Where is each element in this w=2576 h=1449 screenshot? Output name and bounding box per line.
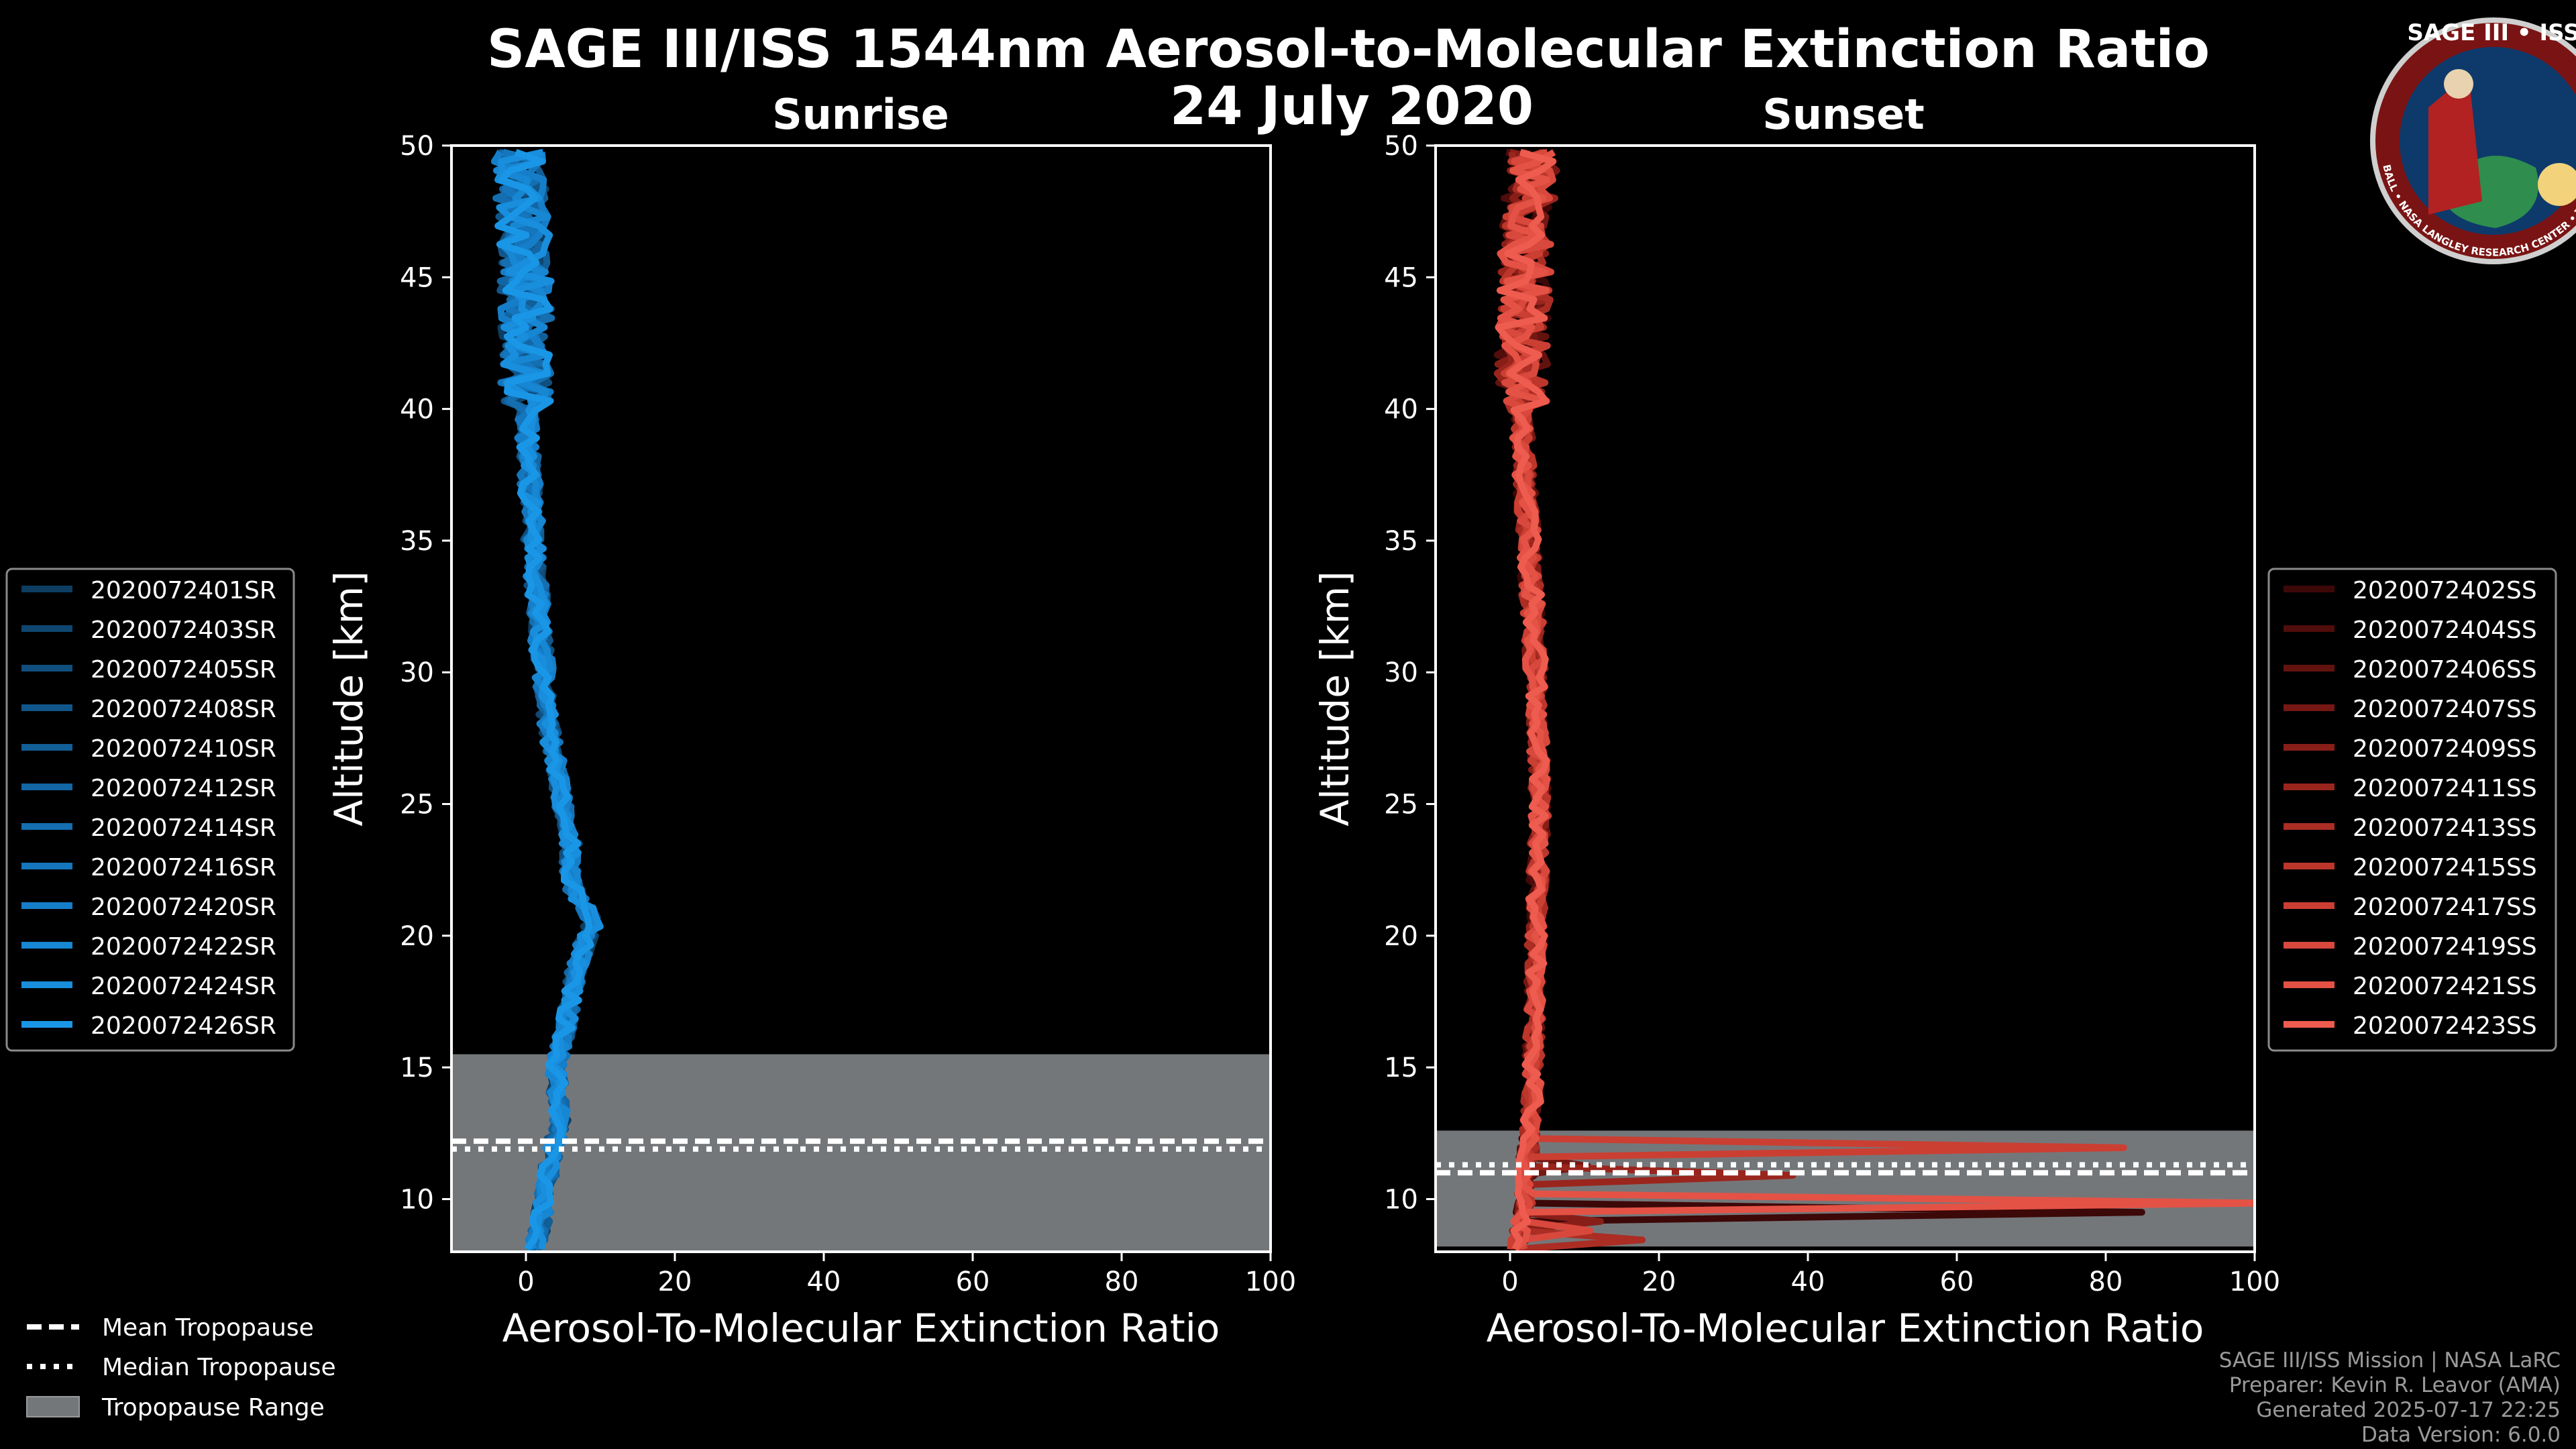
x-tick-label: 40 <box>1791 1267 1825 1297</box>
plot-frame <box>1434 144 2256 1253</box>
x-tick-label: 0 <box>1501 1267 1518 1297</box>
legend-label: 2020072406SS <box>2353 656 2537 684</box>
plot-frame <box>450 144 1272 1253</box>
credit-line: SAGE III/ISS Mission | NASA LaRC <box>2219 1348 2561 1373</box>
x-tick-label: 20 <box>1642 1267 1676 1297</box>
tropopause-range-swatch <box>26 1396 80 1417</box>
x-tick-label: 100 <box>2229 1267 2280 1297</box>
y-tick-label: 50 <box>400 131 434 162</box>
panel-title-sunrise: Sunrise <box>772 90 949 139</box>
legend-label: 2020072412SR <box>91 775 276 802</box>
tropopause-range-label: Tropopause Range <box>101 1394 325 1421</box>
y-tick-label: 25 <box>400 790 434 820</box>
y-tick-label: 10 <box>1384 1184 1418 1215</box>
credits: SAGE III/ISS Mission | NASA LaRC Prepare… <box>2219 1348 2561 1447</box>
legend-label: 2020072422SR <box>91 933 276 961</box>
legend-label: 2020072413SS <box>2353 814 2537 842</box>
legend-label: 2020072408SR <box>91 696 276 723</box>
mean-tropopause-label: Mean Tropopause <box>102 1314 314 1342</box>
y-tick-label: 20 <box>400 921 434 952</box>
series-line <box>1495 148 1556 1251</box>
x-tick-label: 80 <box>1105 1267 1139 1297</box>
x-tick-label: 60 <box>1940 1267 1974 1297</box>
y-tick-label: 15 <box>1384 1053 1418 1083</box>
legend-label: 2020072404SS <box>2353 616 2537 644</box>
y-tick-label: 50 <box>1384 131 1418 162</box>
y-tick-label: 45 <box>400 262 434 293</box>
tropopause-legend: Mean Tropopause Median Tropopause Tropop… <box>26 1314 336 1421</box>
legend-label: 2020072410SR <box>91 735 276 763</box>
panel-title-sunset: Sunset <box>1762 90 1925 139</box>
x-tick-label: 80 <box>2089 1267 2123 1297</box>
credit-line: Preparer: Kevin R. Leavor (AMA) <box>2229 1373 2561 1397</box>
y-tick-label: 35 <box>400 526 434 557</box>
median-tropopause-label: Median Tropopause <box>102 1354 336 1381</box>
series-line <box>1500 148 2145 1252</box>
legend-label: 2020072417SS <box>2353 894 2537 921</box>
series-line <box>1499 150 2127 1250</box>
legend-label: 2020072423SS <box>2353 1012 2537 1040</box>
x-tick-label: 40 <box>807 1267 841 1297</box>
legend-label: 2020072416SR <box>91 854 276 881</box>
series-line <box>1497 149 2255 1252</box>
x-axis-label: Aerosol-To-Molecular Extinction Ratio <box>1487 1305 2204 1351</box>
panel-sunrise: 0 20 40 60 80 100 10 15 20 25 30 35 40 45 50 Aerosol-To… <box>326 131 1296 1351</box>
y-tick-label: 30 <box>400 657 434 688</box>
legend-label: 2020072411SS <box>2353 775 2537 802</box>
x-tick-label: 100 <box>1245 1267 1296 1297</box>
y-tick-label: 30 <box>1384 657 1418 688</box>
legend-label: 2020072401SR <box>91 577 276 604</box>
y-tick-label: 20 <box>1384 921 1418 952</box>
y-tick-label: 45 <box>1384 262 1418 293</box>
legend-label: 2020072409SS <box>2353 735 2537 763</box>
y-tick-label: 35 <box>1384 526 1418 557</box>
legend-label: 2020072424SR <box>91 973 276 1000</box>
legend-label: 2020072426SR <box>91 1012 276 1040</box>
y-tick-label: 40 <box>400 394 434 425</box>
legend-label: 2020072405SR <box>91 656 276 684</box>
legend-label: 2020072421SS <box>2353 973 2537 1000</box>
x-tick-label: 0 <box>517 1267 534 1297</box>
legend-label: 2020072420SR <box>91 894 276 921</box>
credit-line: Data Version: 6.0.0 <box>2361 1423 2561 1447</box>
legend-label: 2020072415SS <box>2353 854 2537 881</box>
chart-title: SAGE III/ISS 1544nm Aerosol-to-Molecular… <box>487 19 2210 80</box>
credit-line: Generated 2025-07-17 22:25 <box>2256 1398 2561 1422</box>
series-line <box>494 149 594 1252</box>
mission-logo: SAGE III • ISS BALL • NASA LANGLEY RESEA… <box>2370 17 2576 264</box>
legend-sunrise: 2020072401SR 2020072403SR 2020072405SR 2020… <box>5 568 295 1052</box>
profile-lines <box>490 148 604 1252</box>
y-tick-label: 10 <box>400 1184 434 1215</box>
chart-date: 24 July 2020 <box>1170 76 1534 137</box>
profile-lines <box>1493 148 2255 1252</box>
y-tick-label: 25 <box>1384 790 1418 820</box>
legend-sunset: 2020072402SS 2020072404SS 2020072406SS 2020… <box>2267 568 2557 1052</box>
legend-label: 2020072419SS <box>2353 933 2537 961</box>
y-axis-label: Altitude [km] <box>1312 571 1358 826</box>
logo-text: SAGE III • ISS <box>2407 19 2576 46</box>
x-tick-label: 60 <box>956 1267 990 1297</box>
legend-label: 2020072414SR <box>91 814 276 842</box>
legend-label: 2020072403SR <box>91 616 276 644</box>
y-axis-label: Altitude [km] <box>326 571 372 826</box>
x-axis-label: Aerosol-To-Molecular Extinction Ratio <box>502 1305 1220 1351</box>
tropopause-range-band <box>451 1054 1271 1252</box>
panel-sunset: 0 20 40 60 80 100 10 15 20 25 30 35 40 45 50 Aerosol-To… <box>1312 131 2280 1351</box>
legend-label: 2020072402SS <box>2353 577 2537 604</box>
y-tick-label: 40 <box>1384 394 1418 425</box>
legend-label: 2020072407SS <box>2353 696 2537 723</box>
y-tick-label: 15 <box>400 1053 434 1083</box>
x-tick-label: 20 <box>658 1267 692 1297</box>
